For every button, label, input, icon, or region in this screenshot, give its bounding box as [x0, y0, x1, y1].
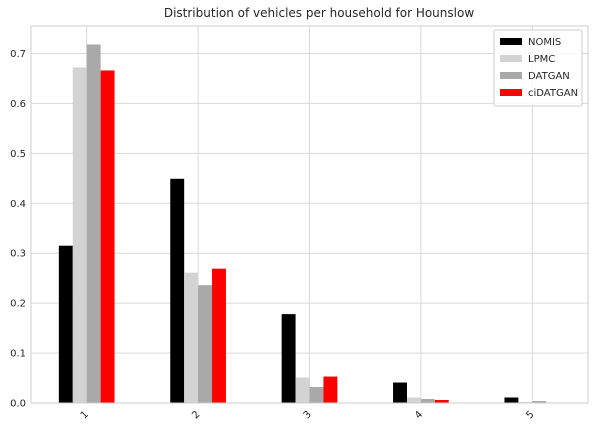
bar-lpmc-2	[184, 272, 199, 403]
chart-title: Distribution of vehicles per household f…	[164, 6, 474, 20]
legend-label: NOMIS	[528, 37, 561, 48]
legend-label: LPMC	[528, 54, 555, 65]
legend: NOMIS LPMC DATGAN ciDATGAN	[493, 29, 583, 107]
bar-nomis-1	[58, 245, 73, 403]
y-tick-label: 0.1	[10, 349, 26, 360]
y-tick-label: 0.4	[10, 199, 26, 210]
bar-lpmc-4	[406, 397, 421, 403]
legend-label: ciDATGAN	[528, 88, 578, 99]
bars	[58, 44, 561, 404]
y-tick-label: 0.0	[10, 399, 26, 410]
bar-cidatgan-1	[100, 70, 115, 403]
bar-cidatgan-3	[323, 376, 338, 403]
legend-swatch	[500, 38, 522, 45]
bar-lpmc-3	[295, 377, 310, 403]
bar-cidatgan-4	[434, 400, 449, 403]
bar-nomis-3	[281, 314, 296, 403]
y-tick-label: 0.2	[10, 299, 26, 310]
y-tick-label: 0.6	[10, 99, 26, 110]
bar-datgan-1	[86, 44, 101, 404]
bar-datgan-4	[420, 399, 435, 403]
bar-nomis-2	[170, 178, 185, 403]
bar-nomis-4	[393, 382, 407, 403]
y-axis-ticks: 0.0 0.1 0.2 0.3 0.4 0.5 0.6 0.7	[10, 49, 26, 410]
legend-box	[493, 29, 583, 107]
bar-nomis-5	[504, 397, 519, 403]
bar-cidatgan-2	[212, 268, 226, 403]
legend-swatch	[500, 89, 522, 96]
bar-datgan-5	[532, 401, 547, 403]
y-tick-label: 0.7	[10, 49, 26, 60]
legend-swatch	[500, 55, 522, 62]
legend-swatch	[500, 72, 522, 79]
bar-datgan-2	[198, 285, 213, 403]
bar-lpmc-1	[72, 67, 87, 403]
plot-frame	[30, 25, 589, 404]
y-tick-label: 0.3	[10, 249, 26, 260]
bar-datgan-3	[309, 387, 324, 403]
y-tick-label: 0.5	[10, 149, 26, 160]
legend-label: DATGAN	[528, 71, 570, 82]
